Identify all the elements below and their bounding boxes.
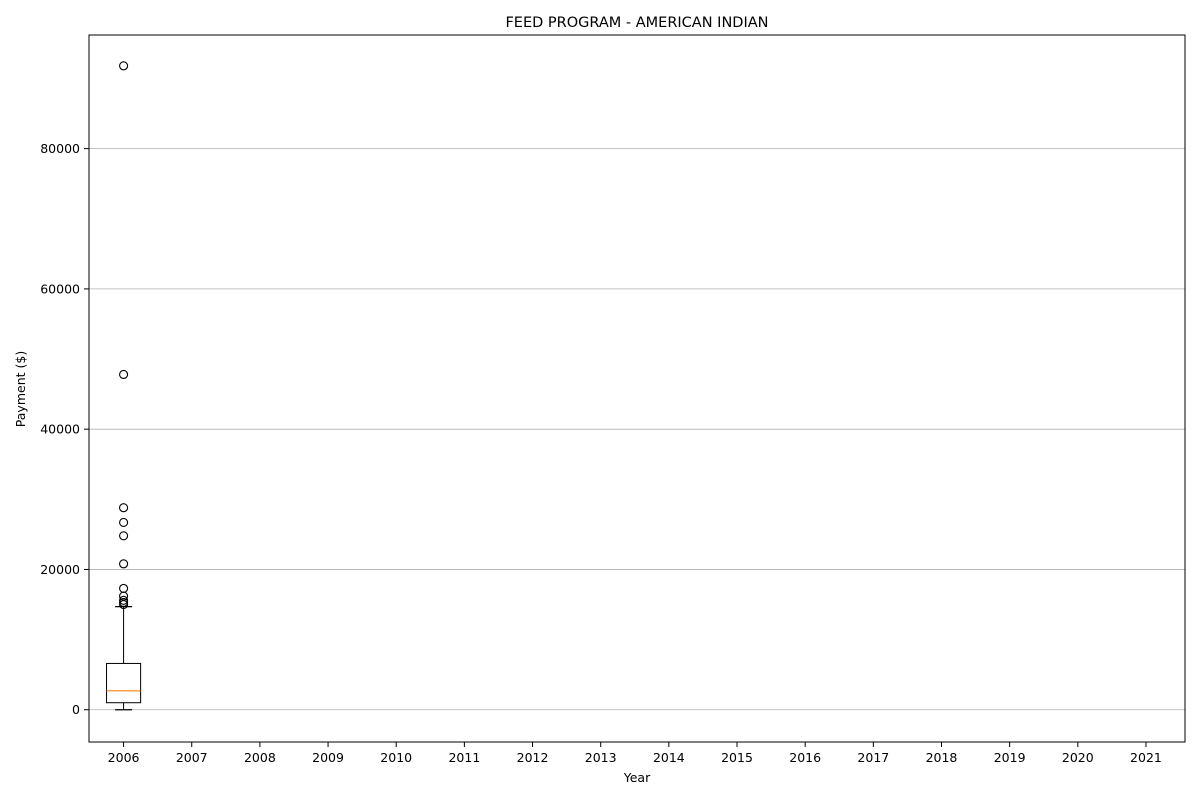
y-tick-label: 40000 [40,422,80,437]
y-tick-label: 20000 [40,562,80,577]
x-tick-label: 2008 [244,750,276,765]
x-tick-label: 2014 [653,750,685,765]
x-tick-label: 2020 [1062,750,1094,765]
grid-layer [89,148,1185,711]
x-tick-label: 2011 [448,750,480,765]
x-tick-label: 2006 [108,750,140,765]
y-tick-label: 0 [72,702,80,717]
iqr-box [106,662,142,704]
plot-frame [88,34,1186,743]
x-tick-label: 2019 [994,750,1026,765]
y-ticks: 0 20000 40000 60000 80000 [40,141,89,717]
outlier-point [119,599,129,610]
y-tick-label: 80000 [40,141,80,156]
outlier-point [119,583,129,593]
x-tick-label: 2015 [721,750,753,765]
x-tick-label: 2007 [176,750,208,765]
x-tick-label: 2012 [517,750,549,765]
x-axis-label: Year [623,770,651,785]
x-tick-label: 2021 [1130,750,1162,765]
x-tick-label: 2010 [380,750,412,765]
x-ticks: 2006 2007 2008 2009 2010 2011 2012 2013 2014 2015… [108,742,1162,765]
outlier-point [119,559,129,569]
x-tick-label: 2009 [312,750,344,765]
outlier-point [119,61,129,71]
chart-title: FEED PROGRAM - AMERICAN INDIAN [505,15,768,31]
outlier-point [119,503,129,513]
x-tick-label: 2018 [926,750,958,765]
outlier-point [119,517,129,528]
x-tick-label: 2013 [585,750,617,765]
x-tick-label: 2016 [789,750,821,765]
box-layer [106,61,142,711]
y-tick-label: 60000 [40,281,80,296]
outlier-point [119,531,129,541]
y-axis-label: Payment ($) [13,351,28,427]
x-tick-label: 2017 [857,750,889,765]
outlier-point [119,369,129,380]
